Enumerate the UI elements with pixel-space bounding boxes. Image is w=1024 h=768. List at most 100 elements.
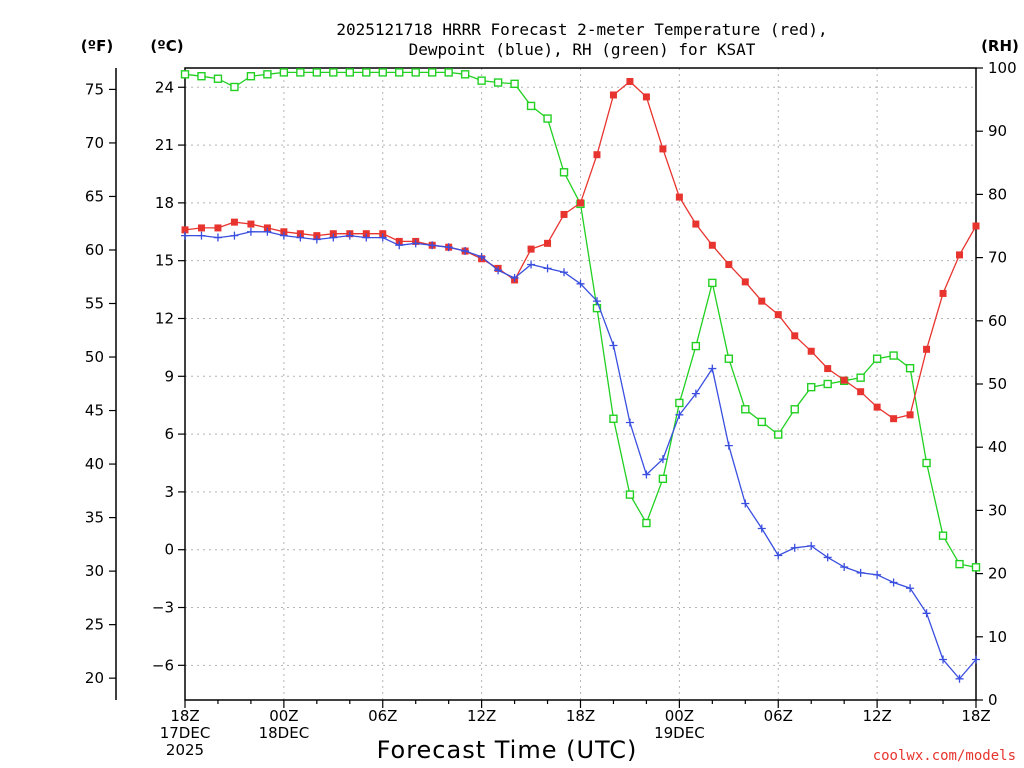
data-point — [609, 91, 617, 99]
chart-title-line-1: 2025121718 HRRR Forecast 2-meter Tempera… — [336, 20, 827, 39]
data-point — [427, 68, 437, 77]
data-point — [972, 655, 980, 664]
data-point — [889, 578, 898, 587]
data-point — [444, 243, 453, 252]
data-point — [857, 388, 865, 396]
celsius-tick-label: 15 — [155, 252, 174, 270]
rh-tick-label: 90 — [988, 122, 1007, 140]
time-tick-label: 19DEC — [654, 724, 705, 742]
data-point — [971, 563, 981, 572]
series-layer — [180, 68, 981, 683]
data-point — [460, 70, 470, 79]
fahrenheit-tick-label: 25 — [85, 616, 104, 634]
data-point — [725, 261, 733, 269]
data-point — [312, 235, 321, 244]
data-point — [181, 231, 189, 240]
data-point — [889, 351, 898, 360]
data-point — [922, 609, 931, 618]
time-tick-label: 12Z — [862, 707, 891, 725]
data-point — [526, 101, 536, 111]
celsius-tick-label: 12 — [155, 309, 174, 327]
data-point — [939, 655, 948, 664]
x-axis-title: Forecast Time (UTC) — [377, 736, 638, 764]
time-tick-label: 00Z — [665, 707, 694, 725]
data-point — [741, 405, 750, 414]
data-point — [527, 260, 536, 269]
data-point — [658, 474, 668, 483]
data-point — [477, 76, 486, 85]
data-point — [955, 559, 964, 569]
fahrenheit-unit-label: (ºF) — [81, 37, 113, 55]
data-point — [494, 266, 503, 275]
celsius-axis: 24 21 18 15 12 9 6 3 0 −3 −6 — [152, 78, 185, 674]
celsius-tick-label: 21 — [155, 136, 174, 154]
rh-tick-label: 50 — [988, 375, 1007, 393]
rh-tick-label: 60 — [988, 312, 1007, 330]
data-point — [263, 70, 272, 79]
data-point — [774, 551, 783, 560]
data-point — [691, 389, 700, 398]
data-point — [312, 68, 322, 77]
data-point — [675, 398, 684, 408]
data-point — [577, 199, 584, 207]
data-point — [527, 245, 535, 253]
data-point — [197, 231, 206, 240]
rh-tick-label: 20 — [988, 565, 1007, 583]
data-point — [559, 168, 569, 177]
data-point — [609, 341, 618, 350]
data-point — [659, 145, 667, 153]
data-point — [708, 241, 716, 249]
data-point — [263, 227, 272, 236]
data-point — [378, 68, 387, 77]
data-point — [741, 499, 750, 508]
celsius-tick-label: −6 — [152, 656, 174, 674]
data-point — [708, 364, 717, 373]
data-point — [247, 220, 255, 228]
watermark-text: coolwx.com/models — [873, 748, 1016, 764]
data-point — [956, 251, 964, 259]
data-point — [807, 541, 816, 550]
data-point — [890, 415, 898, 423]
data-point — [378, 233, 387, 242]
data-point — [691, 341, 701, 351]
data-point — [906, 411, 914, 419]
time-tick-label: 18Z — [170, 707, 199, 725]
data-point — [625, 490, 635, 499]
data-point — [692, 220, 700, 228]
data-point — [395, 241, 404, 250]
data-point — [757, 524, 766, 533]
data-point — [625, 418, 634, 427]
data-point — [675, 410, 684, 419]
data-point — [658, 455, 667, 464]
data-point — [741, 278, 749, 286]
data-point — [362, 68, 371, 77]
data-point — [180, 70, 190, 79]
data-point — [345, 68, 354, 77]
rh-tick-label: 70 — [988, 249, 1007, 267]
data-point — [510, 274, 519, 283]
rh-tick-label: 30 — [988, 501, 1007, 519]
data-point — [560, 268, 569, 277]
time-tick-label: 18Z — [566, 707, 595, 725]
time-tick-label: 00Z — [269, 707, 298, 725]
time-tick-label: 06Z — [764, 707, 793, 725]
data-point — [197, 224, 205, 232]
chart-title: 2025121718 HRRR Forecast 2-meter Tempera… — [336, 20, 827, 59]
data-point — [461, 247, 470, 256]
data-point — [790, 543, 799, 552]
data-point — [213, 74, 223, 83]
data-point — [724, 354, 734, 363]
data-point — [872, 354, 882, 363]
data-point — [807, 382, 816, 392]
series-dewpoint — [181, 227, 980, 683]
data-point — [593, 151, 601, 159]
data-point — [675, 193, 683, 201]
data-point — [807, 347, 815, 355]
data-point — [329, 68, 338, 77]
data-point — [510, 79, 519, 89]
data-point — [922, 458, 931, 468]
data-point — [642, 93, 650, 101]
rh-tick-label: 0 — [988, 691, 998, 709]
data-point — [823, 379, 832, 389]
